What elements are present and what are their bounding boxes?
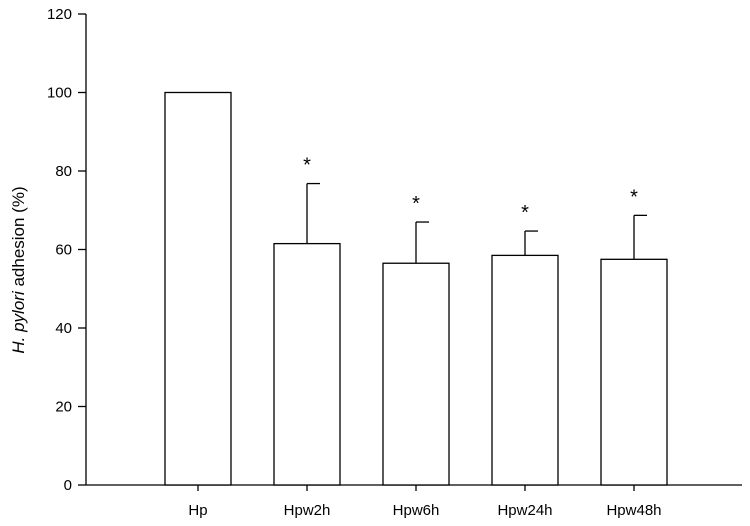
bar-group: * [273, 155, 341, 486]
y-tick-label: 60 [55, 242, 72, 259]
x-axis: Hp Hpw2h Hpw6h Hpw24h Hpw48h [86, 484, 742, 519]
y-tick-label: 40 [55, 320, 72, 337]
x-tick-label: Hpw6h [393, 502, 440, 519]
bar [273, 242, 341, 486]
y-tick-label: 120 [47, 6, 72, 23]
y-tick-label: 0 [64, 477, 72, 494]
y-tick-label: 80 [55, 163, 72, 180]
y-axis-title: H. pylori adhesion (%) [9, 186, 28, 353]
significance-marker: * [630, 186, 638, 208]
bar [382, 262, 450, 486]
x-tick-label: Hp [188, 502, 207, 519]
x-tick-label: Hpw48h [606, 502, 661, 519]
bar [491, 254, 559, 486]
y-axis: 0 20 40 60 80 100 120 [47, 6, 87, 494]
bar-group: * [382, 193, 450, 486]
bar-group: * [491, 202, 559, 486]
bar [164, 91, 232, 486]
significance-marker: * [303, 155, 311, 177]
significance-marker: * [412, 193, 420, 215]
x-tick-label: Hpw2h [284, 502, 331, 519]
significance-marker: * [521, 202, 529, 224]
bar-group: * [600, 186, 668, 486]
x-tick-label: Hpw24h [497, 502, 552, 519]
bar [600, 258, 668, 486]
bars: * * * * [164, 91, 668, 486]
bar-group [164, 91, 232, 486]
y-tick-label: 20 [55, 399, 72, 416]
y-tick-label: 100 [47, 85, 72, 102]
